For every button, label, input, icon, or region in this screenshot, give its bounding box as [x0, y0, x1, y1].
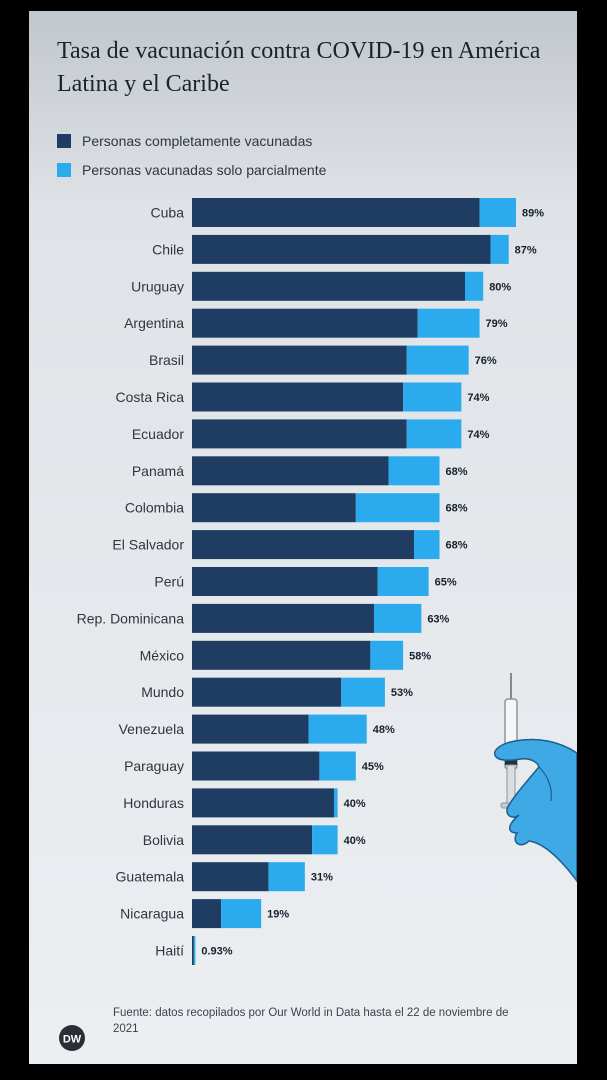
bar-partial	[268, 862, 305, 892]
chart-title: Tasa de vacunación contra COVID-19 en Am…	[57, 38, 541, 97]
category-label: Guatemala	[116, 869, 185, 885]
bar-full	[192, 271, 465, 301]
value-label: 74%	[467, 392, 489, 404]
category-label: México	[140, 647, 185, 663]
bar-chart: Cuba 89% Chile 87% Uruguay 80% Argentina 79% Bra…	[77, 198, 544, 965]
bar-partial	[319, 751, 356, 781]
bar-full	[192, 234, 491, 264]
value-label: 74%	[467, 429, 489, 441]
value-label: 63%	[427, 613, 449, 625]
bar-full	[192, 862, 269, 892]
value-label: 79%	[486, 318, 508, 330]
value-label: 31%	[311, 872, 333, 884]
category-label: Rep. Dominicana	[77, 610, 185, 626]
legend-item-full: Personas completamente vacunadas	[57, 133, 326, 149]
bar-full	[192, 714, 309, 744]
chart-legend: Personas completamente vacunadas Persona…	[57, 133, 326, 191]
bar-full	[192, 640, 371, 670]
bar-partial	[388, 456, 440, 486]
bar-partial	[312, 825, 338, 855]
legend-label-partial: Personas vacunadas solo parcialmente	[82, 162, 327, 178]
value-label: 65%	[435, 577, 457, 589]
legend-label-full: Personas completamente vacunadas	[82, 133, 313, 149]
category-label: Mundo	[141, 684, 184, 700]
value-label: 58%	[409, 650, 431, 662]
value-label: 68%	[446, 503, 468, 515]
category-label: Bolivia	[143, 832, 184, 848]
bar-full	[192, 530, 415, 560]
bar-partial	[374, 603, 422, 633]
bar-partial	[221, 899, 262, 929]
bar-full	[192, 345, 407, 375]
bar-full	[192, 456, 389, 486]
legend-swatch-full	[57, 134, 71, 148]
value-label: 68%	[446, 540, 468, 552]
bar-partial	[479, 198, 516, 227]
category-label: El Salvador	[112, 537, 184, 553]
bar-full	[192, 825, 313, 855]
value-label: 76%	[475, 355, 497, 367]
category-label: Costa Rica	[116, 389, 185, 405]
bar-full	[192, 419, 407, 449]
category-label: Colombia	[125, 500, 184, 516]
category-label: Panamá	[132, 463, 184, 479]
bar-partial	[417, 308, 480, 338]
value-label: 40%	[344, 835, 366, 847]
value-label: 89%	[522, 208, 544, 220]
category-label: Chile	[152, 241, 184, 257]
bar-partial	[403, 382, 462, 412]
bar-partial	[370, 640, 404, 670]
bar-partial	[465, 271, 484, 301]
legend-swatch-partial	[57, 163, 71, 177]
source-note: Fuente: datos recopilados por Our World …	[113, 1007, 509, 1035]
bar-partial	[414, 530, 440, 560]
value-label: 0.93%	[201, 946, 232, 958]
category-label: Nicaragua	[120, 906, 184, 922]
bar-full	[192, 788, 334, 818]
bar-full	[192, 603, 374, 633]
category-label: Cuba	[151, 205, 185, 221]
category-label: Honduras	[123, 795, 184, 811]
value-label: 53%	[391, 687, 413, 699]
bar-partial	[377, 567, 429, 596]
category-label: Perú	[154, 574, 184, 590]
bar-partial	[406, 419, 462, 449]
bar-partial	[193, 936, 196, 965]
bar-full	[192, 899, 222, 929]
category-label: Brasil	[149, 352, 184, 368]
infographic-card: Tasa de vacunación contra COVID-19 en Am…	[29, 11, 577, 1064]
value-label: 48%	[373, 724, 395, 736]
value-label: 68%	[446, 466, 468, 478]
dw-logo-icon: DW	[59, 1025, 85, 1051]
bar-full	[192, 751, 320, 781]
category-label: Venezuela	[119, 721, 185, 737]
bar-full	[192, 308, 418, 338]
bar-partial	[341, 677, 385, 707]
gloved-hand-syringe-icon	[494, 673, 577, 883]
bar-full	[192, 382, 404, 412]
category-label: Ecuador	[132, 426, 184, 442]
dw-logo-text: DW	[63, 1034, 82, 1046]
value-label: 87%	[515, 244, 537, 256]
bar-full	[192, 677, 342, 707]
bar-full	[192, 567, 378, 596]
bar-partial	[355, 493, 440, 523]
category-label: Paraguay	[124, 758, 184, 774]
value-label: 40%	[344, 798, 366, 810]
bar-full	[192, 936, 194, 965]
bar-partial	[490, 234, 509, 264]
value-label: 19%	[267, 909, 289, 921]
bar-full	[192, 493, 356, 523]
value-label: 45%	[362, 761, 384, 773]
category-label: Uruguay	[131, 278, 184, 294]
bar-partial	[406, 345, 469, 375]
category-label: Haití	[155, 943, 184, 959]
legend-item-partial: Personas vacunadas solo parcialmente	[57, 162, 326, 178]
bar-partial	[308, 714, 367, 744]
category-label: Argentina	[124, 315, 184, 331]
bar-full	[192, 198, 480, 227]
bar-partial	[333, 788, 338, 818]
value-label: 80%	[489, 281, 511, 293]
